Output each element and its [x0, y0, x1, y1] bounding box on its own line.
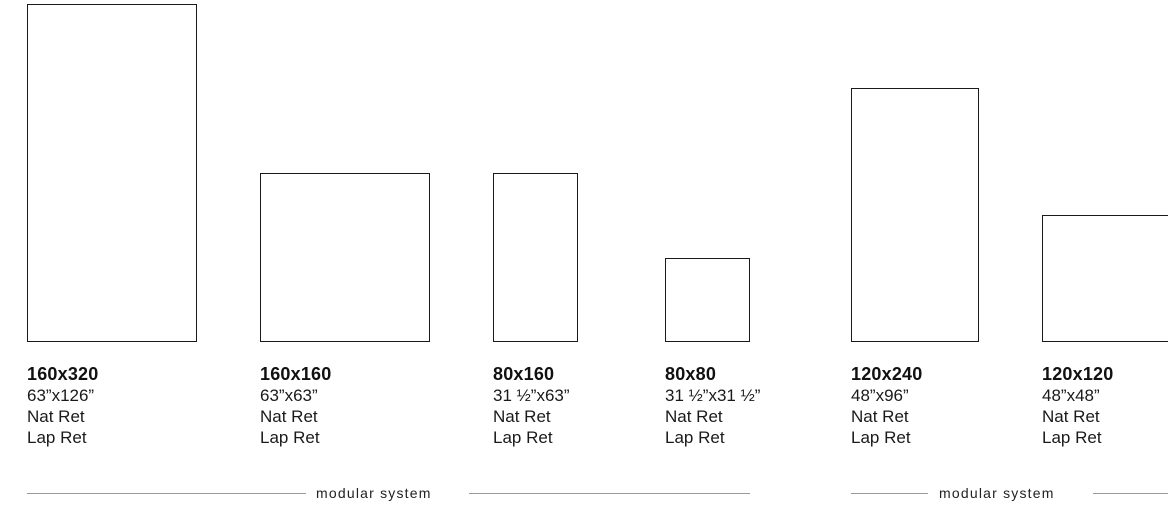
group-divider-right [469, 493, 750, 494]
format-finish-lap: Lap Ret [260, 428, 320, 447]
format-finish-nat: Nat Ret [260, 407, 318, 426]
format-size: 160x160 [260, 364, 332, 384]
format-finish-lap: Lap Ret [665, 428, 725, 447]
format-spec-160x160: 160x160 63”x63” Nat Ret Lap Ret [260, 364, 331, 448]
format-inches: 63”x126” [27, 386, 95, 405]
format-size: 80x80 [665, 364, 717, 384]
tile-120x120-outline [1042, 215, 1168, 342]
format-inches: 31 ½”x31 ½” [665, 386, 761, 405]
group-label-modular-system: modular system [939, 485, 1055, 501]
format-finish-nat: Nat Ret [27, 407, 85, 426]
format-finish-lap: Lap Ret [27, 428, 87, 447]
format-size: 80x160 [493, 364, 555, 384]
format-inches: 63”x63” [260, 386, 318, 405]
format-spec-120x120: 120x120 48”x48” Nat Ret Lap Ret [1042, 364, 1113, 448]
group-divider-left [27, 493, 306, 494]
tile-80x160-outline [493, 173, 578, 342]
format-spec-120x240: 120x240 48”x96” Nat Ret Lap Ret [851, 364, 922, 448]
format-finish-nat: Nat Ret [493, 407, 551, 426]
format-spec-160x320: 160x320 63”x126” Nat Ret Lap Ret [27, 364, 98, 448]
tile-80x80-outline [665, 258, 750, 342]
format-inches: 48”x96” [851, 386, 909, 405]
format-finish-nat: Nat Ret [665, 407, 723, 426]
group-label-modular-system: modular system [316, 485, 432, 501]
group-divider-left [851, 493, 928, 494]
format-spec-80x160: 80x160 31 ½”x63” Nat Ret Lap Ret [493, 364, 570, 448]
format-finish-lap: Lap Ret [851, 428, 911, 447]
group-divider-right [1093, 493, 1168, 494]
format-size: 120x240 [851, 364, 923, 384]
format-size: 120x120 [1042, 364, 1114, 384]
format-size: 160x320 [27, 364, 99, 384]
format-finish-nat: Nat Ret [1042, 407, 1100, 426]
tile-160x160-outline [260, 173, 430, 342]
tile-160x320-outline [27, 4, 197, 342]
format-finish-nat: Nat Ret [851, 407, 909, 426]
format-spec-80x80: 80x80 31 ½”x31 ½” Nat Ret Lap Ret [665, 364, 760, 448]
format-finish-lap: Lap Ret [1042, 428, 1102, 447]
format-inches: 48”x48” [1042, 386, 1100, 405]
tile-120x240-outline [851, 88, 979, 342]
format-finish-lap: Lap Ret [493, 428, 553, 447]
format-inches: 31 ½”x63” [493, 386, 570, 405]
